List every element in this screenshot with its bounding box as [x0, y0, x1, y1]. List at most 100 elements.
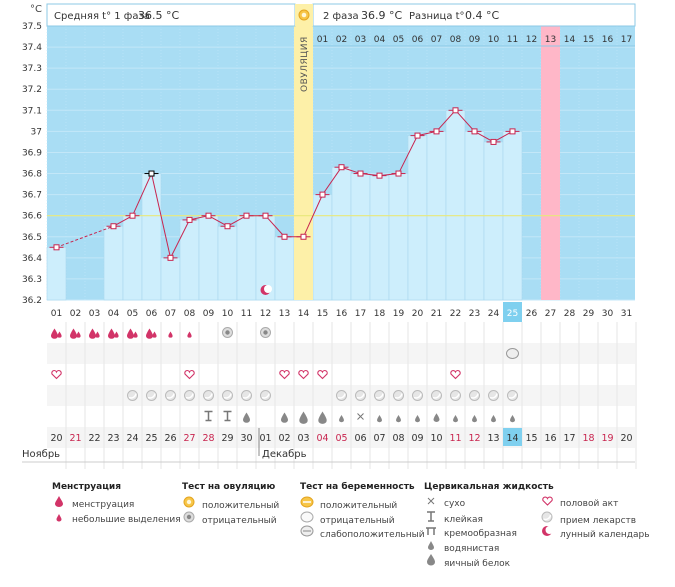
cycle-day-label: 12	[260, 309, 271, 319]
legend-title: Тест на овуляцию	[182, 482, 276, 492]
temperature-point[interactable]	[338, 164, 345, 171]
menstruation-icon	[152, 331, 157, 338]
y-tick-label: 37.2	[22, 85, 42, 95]
temperature-point[interactable]	[471, 128, 478, 135]
temperature-point[interactable]	[319, 191, 326, 198]
calendar-date: 05	[335, 433, 347, 444]
today-calendar-cell[interactable]	[503, 428, 522, 446]
cycle-day-label: 23	[469, 309, 480, 319]
temperature-markers[interactable]	[49, 107, 520, 261]
heart-icon	[540, 496, 554, 512]
temperature-bar	[445, 110, 466, 301]
pregnancy-positive-icon	[300, 496, 314, 514]
pill-icon-shine	[375, 393, 384, 399]
ovulation-negative-icon	[182, 511, 196, 529]
pill-icon-shine	[356, 393, 365, 399]
y-unit: °C	[30, 4, 42, 15]
pill-icon-shine	[394, 393, 403, 399]
egg-white-icon	[424, 554, 438, 572]
temperature-point[interactable]	[281, 233, 288, 240]
temperature-point[interactable]	[452, 107, 459, 114]
menstruation-icon	[76, 331, 81, 338]
phase2-day-label: 08	[450, 35, 462, 45]
dry-icon	[424, 496, 438, 512]
temperature-point[interactable]	[376, 172, 383, 179]
menstruation-icon	[57, 331, 62, 338]
series-segment	[189, 215, 209, 221]
temperature-bar	[407, 135, 428, 301]
cycle-day-label: 22	[450, 309, 461, 319]
cycle-day-label: 26	[526, 309, 538, 319]
temperature-point[interactable]	[205, 212, 212, 219]
temperature-point[interactable]	[490, 138, 497, 145]
y-tick-label: 36.2	[22, 296, 42, 306]
calendar-date: 30	[240, 433, 252, 444]
cycle-day-label: 29	[583, 309, 595, 319]
series-segment	[208, 215, 228, 227]
temperature-point[interactable]	[395, 170, 402, 177]
calendar-date: 08	[392, 433, 404, 444]
today-day-cell[interactable]	[503, 302, 522, 322]
y-tick-label: 36.4	[22, 254, 42, 264]
calendar-date: 12	[468, 433, 480, 444]
series-segment	[170, 219, 190, 259]
temperature-point[interactable]	[53, 244, 60, 251]
phase2-day-label: 12	[526, 35, 537, 45]
y-tick-label: 36.8	[22, 170, 42, 180]
temperature-point[interactable]	[357, 170, 364, 177]
calendar-date: 20	[50, 433, 62, 444]
temperature-point[interactable]	[243, 212, 250, 219]
menstruation-icon	[108, 328, 115, 339]
temperature-point[interactable]	[224, 223, 231, 230]
menstruation-icon	[133, 331, 138, 338]
legend-pregnancy-test: Тест на беременность положительный отриц…	[300, 482, 425, 540]
temperature-point[interactable]	[300, 233, 307, 240]
sticky-icon	[223, 410, 232, 422]
pill-icon-shine	[489, 393, 498, 399]
y-tick-label: 36.9	[22, 148, 42, 158]
spotting-icon	[168, 331, 173, 338]
heart-icon	[450, 370, 461, 380]
temperature-point[interactable]	[110, 223, 117, 230]
pill-icon-shine	[185, 393, 194, 399]
legend-item: лунный календарь	[540, 525, 650, 540]
phase2-day-label: 03	[355, 35, 366, 45]
temperature-point[interactable]	[414, 132, 421, 139]
temperature-point[interactable]	[186, 216, 193, 223]
cycle-day-label: 28	[564, 309, 576, 319]
moon-icon	[540, 525, 554, 543]
temperature-point[interactable]	[167, 254, 174, 261]
phase1-value: 36.5 °C	[138, 9, 179, 22]
y-tick-label: 37.1	[22, 106, 42, 116]
watery-icon	[396, 415, 401, 423]
pill-icon	[540, 511, 554, 529]
series-segment	[303, 194, 323, 237]
pill-icon-shine	[337, 393, 346, 399]
pill-icon-shine	[223, 393, 232, 399]
temperature-point[interactable]	[262, 212, 269, 219]
watery-icon	[339, 415, 344, 423]
cycle-day-label: 18	[374, 309, 386, 319]
temperature-bar	[122, 215, 143, 301]
calendar-date: 28	[202, 433, 214, 444]
calendar-date: 26	[164, 433, 176, 444]
legend-other: половой акт прием лекарств лунный календ…	[540, 482, 650, 540]
menstruation-icon	[70, 328, 77, 339]
temperature-bar	[179, 219, 200, 301]
temperature-bar	[388, 173, 409, 301]
pill-icon-shine	[261, 393, 270, 399]
temperature-point[interactable]	[509, 128, 516, 135]
pill-icon-shine	[508, 393, 517, 399]
legend-item: водянистая	[424, 540, 554, 555]
temperature-point[interactable]	[148, 170, 155, 177]
temperature-point[interactable]	[129, 212, 136, 219]
calendar-date: 03	[297, 433, 309, 444]
temperature-bar	[160, 257, 181, 301]
cycle-day-label: 04	[108, 309, 120, 319]
series-segment	[341, 166, 361, 175]
pregnancy-negative-icon	[300, 511, 314, 529]
temperature-point[interactable]	[433, 128, 440, 135]
cycle-day-label: 24	[488, 309, 500, 319]
egg-white-icon	[318, 411, 327, 424]
cycle-day-label: 06	[146, 309, 158, 319]
